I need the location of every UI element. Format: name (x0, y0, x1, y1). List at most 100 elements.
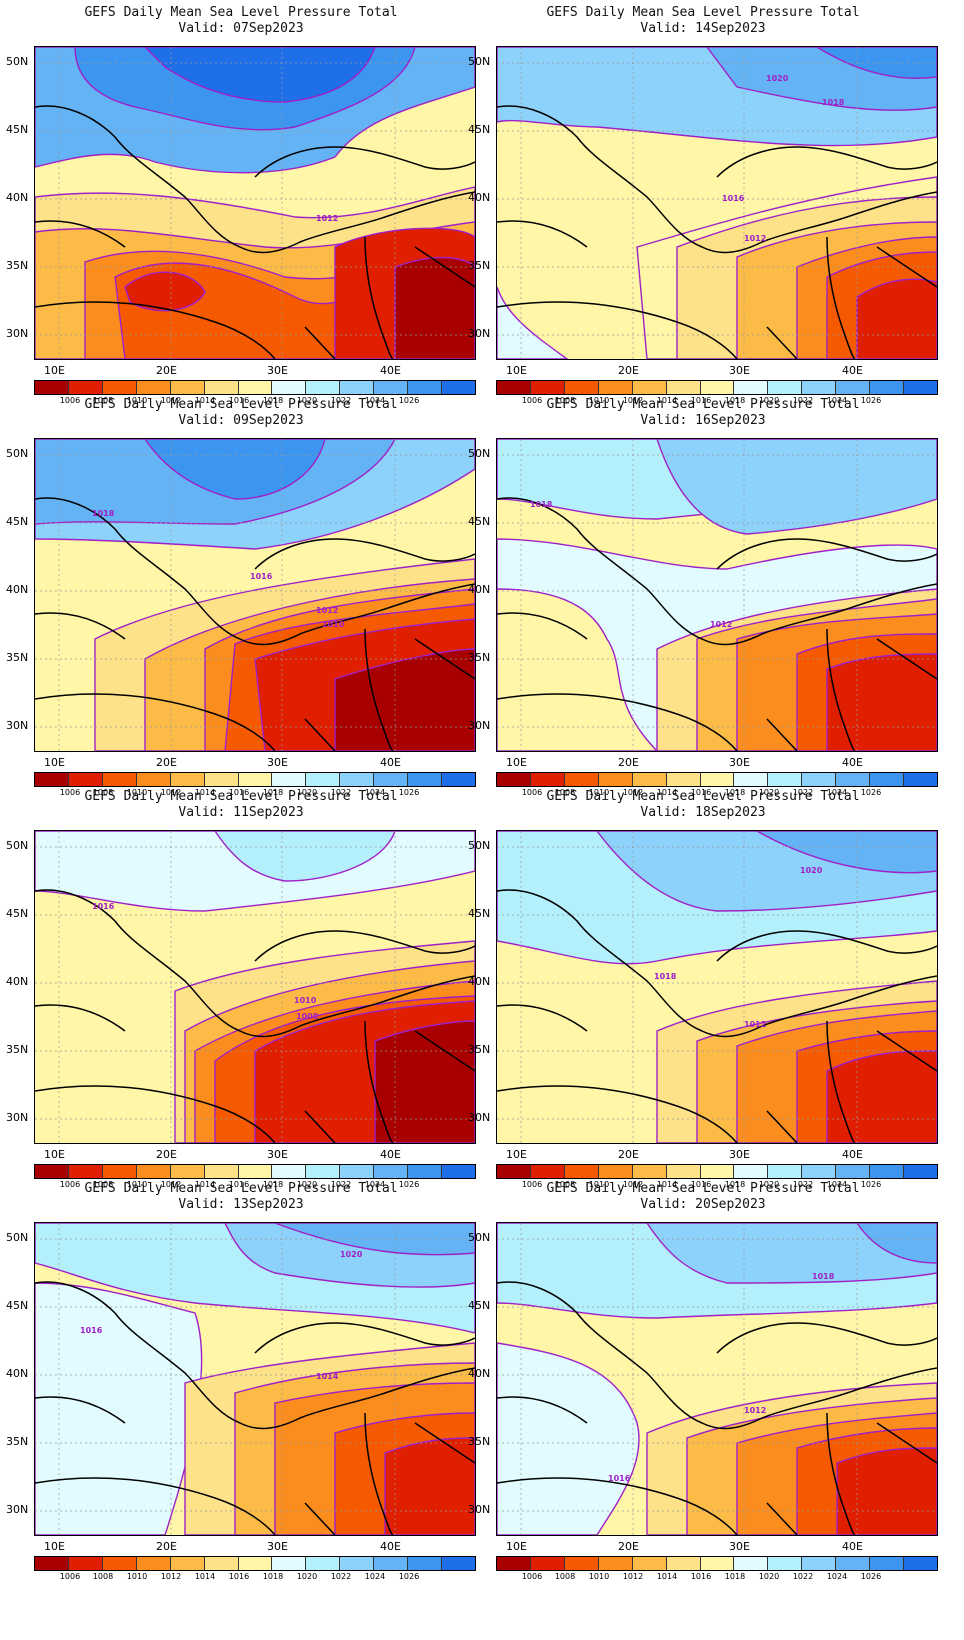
colorbar-label: 1024 (364, 1572, 386, 1581)
colorbar-swatch (374, 381, 409, 394)
longitude-label: 10E (506, 1540, 527, 1553)
colorbar-swatch (374, 773, 409, 786)
colorbar-swatch (170, 1557, 205, 1570)
latitude-label: 45N (6, 515, 29, 528)
pressure-colorbar (34, 772, 476, 787)
colorbar-label: 1010 (126, 788, 148, 797)
coastline-borders (35, 889, 475, 1143)
longitude-label: 40E (842, 1540, 863, 1553)
pressure-band (124, 227, 475, 359)
panel-title: GEFS Daily Mean Sea Level Pressure Total (546, 789, 860, 804)
colorbar-swatch (102, 1165, 137, 1178)
pressure-map (34, 830, 476, 1144)
pressure-colorbar (496, 1164, 938, 1179)
longitude-label: 30E (267, 756, 288, 769)
colorbar-swatch (340, 773, 375, 786)
colorbar-swatch (564, 1165, 599, 1178)
isobar-label: 1016 (92, 902, 115, 911)
colorbar-label: 1024 (364, 1180, 386, 1189)
colorbar-label: 1022 (792, 1180, 814, 1189)
longitude-label: 20E (618, 364, 639, 377)
colorbar-swatch (497, 381, 531, 394)
colorbar-label: 1008 (92, 396, 114, 405)
colorbar-swatch (170, 381, 205, 394)
map-panel: GEFS Daily Mean Sea Level Pressure Total… (462, 1176, 944, 1586)
colorbar-label: 1014 (656, 396, 678, 405)
pressure-colorbar (34, 1164, 476, 1179)
colorbar-swatch (374, 1557, 409, 1570)
isobar-label: 1012 (744, 234, 767, 243)
colorbar-label: 1010 (588, 396, 610, 405)
latitude-label: 40N (468, 191, 491, 204)
colorbar-label: 1026 (398, 396, 420, 405)
colorbar-swatch (408, 1557, 443, 1570)
colorbar-label: 1016 (228, 1572, 250, 1581)
colorbar-label: 1006 (59, 1572, 81, 1581)
map-panel: GEFS Daily Mean Sea Level Pressure Total… (0, 0, 482, 410)
pressure-colorbar (496, 380, 938, 395)
colorbar-swatch (904, 381, 937, 394)
latitude-label: 50N (468, 1231, 491, 1244)
coastline-borders (497, 497, 937, 751)
colorbar-label: 1008 (554, 396, 576, 405)
longitude-label: 20E (156, 1540, 177, 1553)
latitude-label: 45N (468, 515, 491, 528)
colorbar-swatch (904, 1165, 937, 1178)
colorbar-swatch (700, 1557, 735, 1570)
latitude-label: 35N (6, 1043, 29, 1056)
longitude-label: 30E (729, 1540, 750, 1553)
colorbar-label: 1012 (622, 788, 644, 797)
colorbar-swatch (408, 773, 443, 786)
colorbar-label: 1014 (194, 1572, 216, 1581)
colorbar-swatch (734, 1557, 769, 1570)
colorbar-swatch (836, 381, 871, 394)
latitude-label: 40N (6, 583, 29, 596)
panel-valid-date: Valid: 11Sep2023 (178, 805, 304, 820)
colorbar-label: 1020 (758, 788, 780, 797)
colorbar-swatch (870, 773, 905, 786)
colorbar-label: 1022 (792, 396, 814, 405)
colorbar-label: 1014 (194, 788, 216, 797)
colorbar-label: 1022 (330, 788, 352, 797)
colorbar-label: 1022 (792, 788, 814, 797)
colorbar-swatch (272, 381, 307, 394)
colorbar-label: 1006 (59, 1180, 81, 1189)
colorbar-label: 1012 (160, 1572, 182, 1581)
colorbar-label: 1012 (160, 396, 182, 405)
latitude-label: 40N (468, 1367, 491, 1380)
colorbar-swatch (340, 1557, 375, 1570)
latitude-label: 40N (468, 583, 491, 596)
isobar-label: 1016 (80, 1326, 103, 1335)
longitude-label: 10E (506, 1148, 527, 1161)
colorbar-label: 1006 (521, 788, 543, 797)
latitude-label: 50N (468, 55, 491, 68)
panel-title: GEFS Daily Mean Sea Level Pressure Total (546, 5, 860, 20)
colorbar-swatch (734, 773, 769, 786)
colorbar-label: 1010 (126, 1572, 148, 1581)
pressure-map (34, 438, 476, 752)
colorbar-swatch (35, 1557, 69, 1570)
latitude-label: 30N (6, 1503, 29, 1516)
colorbar-label: 1020 (758, 396, 780, 405)
pressure-band (815, 47, 937, 79)
pressure-colorbar (34, 1556, 476, 1571)
colorbar-swatch (497, 1165, 531, 1178)
colorbar-label: 1020 (758, 1180, 780, 1189)
panel-title: GEFS Daily Mean Sea Level Pressure Total (546, 397, 860, 412)
colorbar-swatch (870, 1557, 905, 1570)
colorbar-swatch (768, 381, 803, 394)
colorbar-swatch (802, 1557, 837, 1570)
colorbar-swatch (666, 381, 701, 394)
latitude-label: 35N (468, 1435, 491, 1448)
coastline-borders (497, 1281, 937, 1535)
colorbar-swatch (768, 1165, 803, 1178)
longitude-label: 40E (842, 756, 863, 769)
pressure-band (384, 1437, 475, 1535)
latitude-label: 45N (468, 123, 491, 136)
latitude-label: 35N (6, 259, 29, 272)
latitude-label: 50N (468, 447, 491, 460)
panel-valid-date: Valid: 14Sep2023 (640, 21, 766, 36)
longitude-label: 30E (267, 364, 288, 377)
isobar-label: 1012 (710, 620, 733, 629)
colorbar-swatch (530, 773, 565, 786)
